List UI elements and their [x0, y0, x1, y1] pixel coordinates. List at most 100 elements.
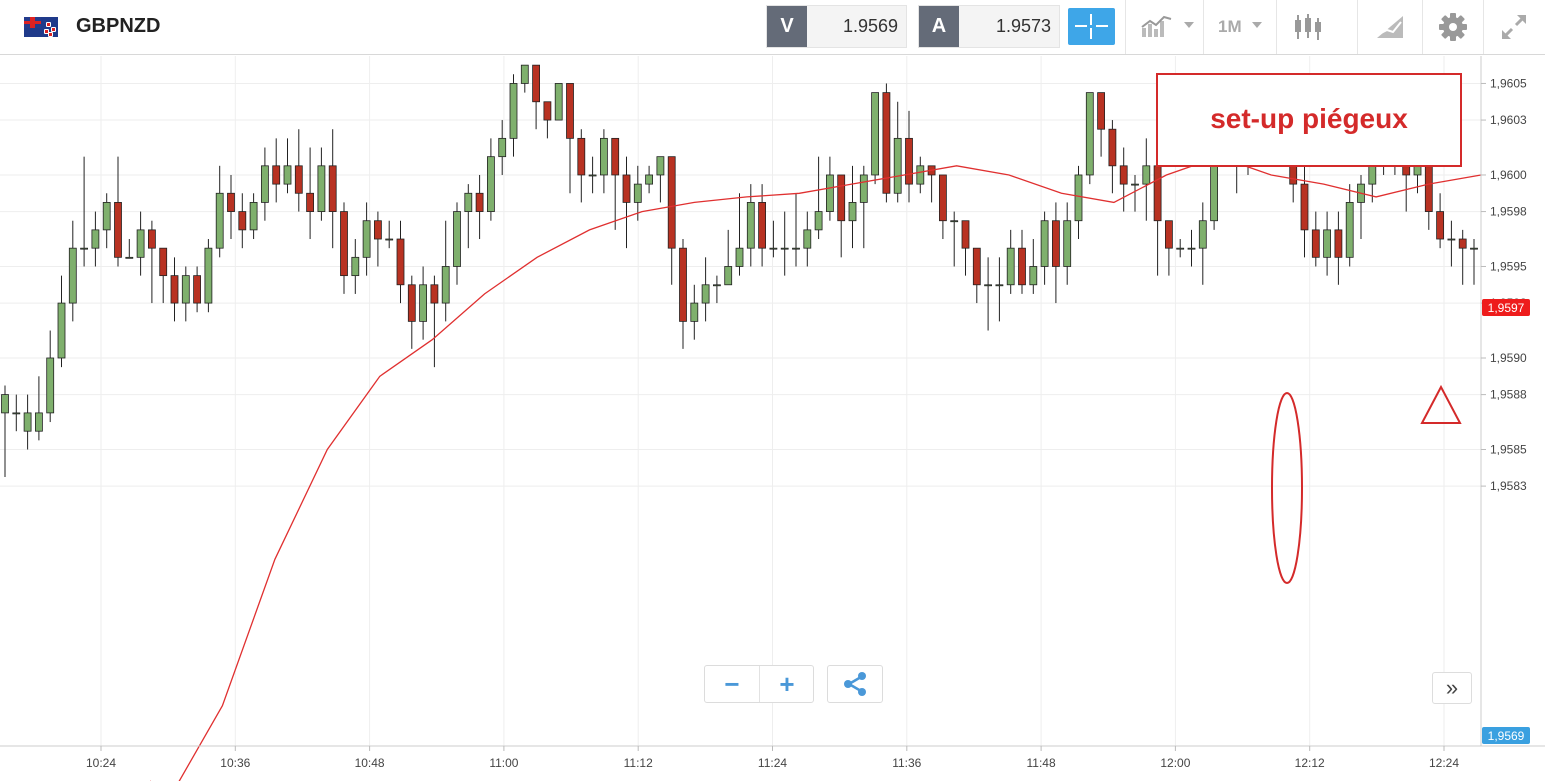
candle-body: [351, 256, 360, 277]
x-tick-label: 12:12: [1295, 756, 1325, 770]
candle-body: [80, 247, 88, 250]
candle: [826, 156, 834, 221]
candle: [916, 156, 925, 194]
candle-body: [1311, 229, 1320, 258]
candle: [46, 330, 55, 423]
candle-body: [215, 192, 224, 249]
candle-body: [227, 192, 235, 212]
candle: [328, 129, 337, 249]
crosshair-button[interactable]: [1068, 8, 1115, 45]
candle: [600, 129, 608, 194]
candle-body: [125, 256, 134, 259]
candle-body: [35, 412, 43, 432]
candle-body: [340, 211, 348, 277]
candle: [588, 156, 597, 194]
candle-body: [441, 266, 450, 304]
candles-button[interactable]: [1276, 0, 1357, 54]
settings-button[interactable]: [1422, 0, 1483, 54]
zoom-in-button[interactable]: +: [779, 669, 795, 699]
candle: [543, 101, 552, 139]
candle-body: [306, 192, 315, 212]
candle-body: [656, 156, 665, 176]
sell-label: V: [767, 6, 807, 47]
candle-body: [1063, 220, 1072, 267]
candle: [882, 83, 891, 203]
candlestick-chart[interactable]: 1,96051,96031,96001,95981,95951,95931,95…: [0, 56, 1545, 781]
candle: [611, 137, 620, 230]
candle-body: [1165, 220, 1173, 249]
candle-body: [1198, 220, 1207, 249]
candle: [362, 202, 371, 276]
candle: [464, 184, 473, 249]
candle-body: [543, 101, 552, 121]
y-tick-label: 1,9598: [1490, 205, 1527, 219]
candle-body: [1447, 238, 1456, 241]
candle-body: [792, 247, 800, 250]
candle: [520, 64, 529, 93]
candle: [667, 156, 676, 285]
drawing-tools-button[interactable]: [1357, 0, 1422, 54]
candle: [385, 220, 394, 249]
candle: [12, 394, 21, 432]
candle-body: [407, 284, 416, 322]
y-axis: 1,96051,96031,96001,95981,95951,95931,95…: [1480, 56, 1545, 781]
timeframe-label: 1M: [1218, 17, 1242, 36]
candle: [1119, 147, 1128, 212]
candle: [249, 193, 258, 240]
buy-price-button[interactable]: A 1.9573: [918, 5, 1060, 48]
candle: [554, 83, 563, 121]
candle: [792, 193, 800, 267]
chart-annotations: [1271, 384, 1462, 584]
candle: [1176, 239, 1185, 258]
candle: [1458, 229, 1467, 285]
share-button[interactable]: [827, 665, 883, 703]
candle: [1108, 120, 1117, 194]
candle-body: [600, 137, 608, 176]
candle-body: [68, 247, 77, 304]
candle-body: [871, 92, 879, 176]
toolbar: GBPNZD V 1.9569 A 1.9573 1M: [0, 0, 1545, 55]
candle: [68, 220, 77, 322]
candle: [1142, 138, 1151, 221]
candle: [170, 257, 179, 322]
candle-body: [667, 156, 676, 249]
fullscreen-button[interactable]: [1483, 0, 1545, 54]
candle: [645, 165, 653, 194]
chart-type-button[interactable]: [1125, 0, 1203, 54]
candle: [351, 239, 360, 294]
x-tick-label: 12:00: [1160, 756, 1190, 770]
candle-body: [735, 247, 744, 267]
candle-body: [91, 229, 100, 249]
candle-body: [1424, 165, 1433, 212]
candle: [396, 220, 405, 304]
timeframe-dropdown[interactable]: 1M: [1203, 0, 1276, 54]
candle: [972, 247, 981, 304]
sell-price-button[interactable]: V 1.9569: [766, 5, 907, 48]
candle: [780, 211, 789, 276]
candle: [181, 266, 190, 322]
candle: [848, 165, 857, 249]
candle-body: [1413, 165, 1422, 176]
scroll-to-latest-button[interactable]: »: [1432, 672, 1472, 704]
candle: [577, 129, 586, 203]
candle: [294, 129, 303, 212]
candle: [1300, 165, 1309, 258]
candle-body: [373, 220, 382, 240]
candle: [905, 110, 913, 203]
candle-body: [102, 202, 111, 231]
x-tick-label: 11:36: [892, 756, 921, 770]
candle-body: [1040, 220, 1049, 267]
candle: [679, 239, 687, 349]
candle: [283, 138, 292, 194]
candle: [532, 64, 540, 130]
candle-body: [464, 192, 473, 212]
candle: [407, 275, 416, 349]
candle: [995, 257, 1004, 322]
candle-body: [758, 202, 766, 249]
drawing-icon: [1377, 16, 1403, 38]
candle: [769, 220, 778, 258]
candle: [1323, 211, 1331, 276]
candle-body: [588, 174, 597, 177]
zoom-out-button[interactable]: −: [724, 669, 740, 699]
candle: [475, 174, 484, 240]
